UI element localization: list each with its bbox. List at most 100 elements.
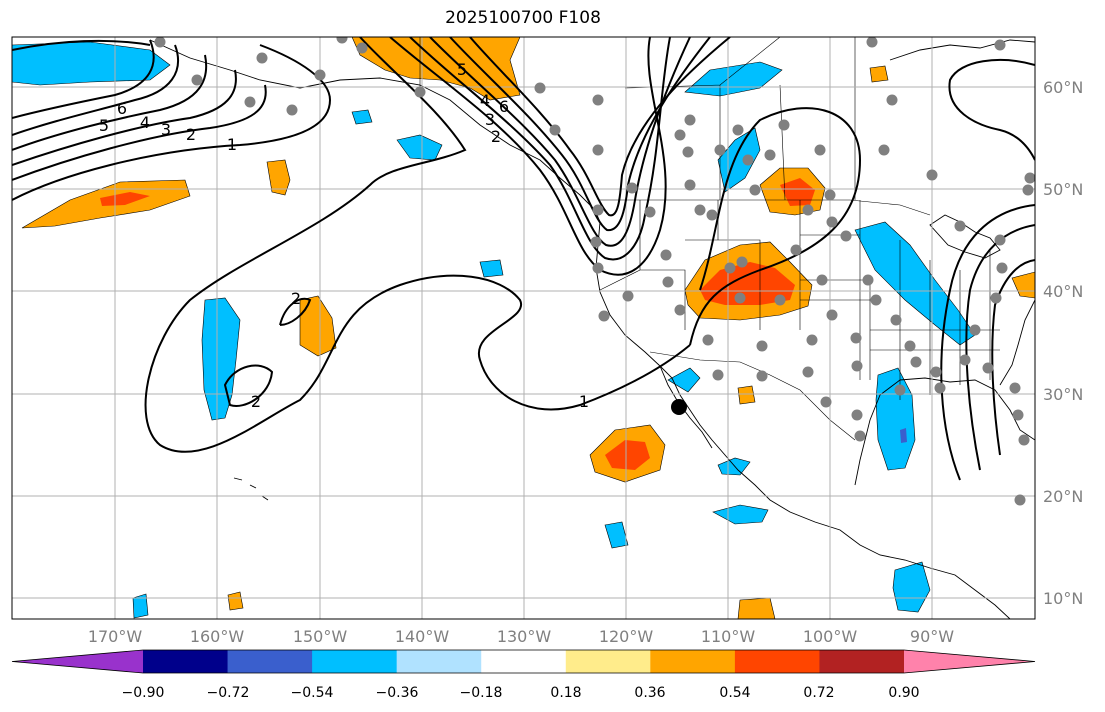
negative-anomaly-mexico xyxy=(712,504,769,525)
contour-label-3-west: 3 xyxy=(161,120,171,139)
station-dot xyxy=(820,396,832,408)
negative-anomaly-small-f xyxy=(717,457,751,476)
longitude-axis: 170°W 160°W 150°W 140°W 130°W 120°W 110°… xyxy=(88,627,954,646)
station-dot xyxy=(736,256,748,268)
contour-5-west xyxy=(12,44,180,136)
negative-anomaly-small-b xyxy=(479,259,504,278)
colorbar-tick-label: −0.18 xyxy=(460,685,503,701)
station-dot xyxy=(590,236,602,248)
colorbar-tick-label: −0.90 xyxy=(122,685,165,701)
lon-label-120w: 120°W xyxy=(599,627,654,646)
station-dot xyxy=(969,324,981,336)
map-frame xyxy=(11,36,1036,620)
contour-top-arc xyxy=(12,39,151,51)
station-dot xyxy=(702,334,714,346)
negative-anomaly-gulf-alaska xyxy=(396,134,443,161)
colorbar-segment xyxy=(227,650,313,673)
negative-anomaly-small-d xyxy=(892,561,931,613)
lat-label-40n: 40°N xyxy=(1043,282,1083,301)
station-dot xyxy=(1009,382,1021,394)
station-dot xyxy=(878,144,890,156)
lon-label-90w: 90°W xyxy=(910,627,954,646)
station-dot xyxy=(926,169,938,181)
station-dot xyxy=(870,294,882,306)
station-dot xyxy=(802,366,814,378)
station-dot xyxy=(862,274,874,286)
colorbar-segment xyxy=(565,650,651,673)
station-dot xyxy=(910,356,922,368)
station-dot xyxy=(256,52,268,64)
hawaii-islands xyxy=(233,477,269,501)
station-dot xyxy=(982,362,994,374)
lon-label-100w: 100°W xyxy=(803,627,858,646)
station-dot xyxy=(674,304,686,316)
contour-label-1-pacific: 1 xyxy=(579,392,589,411)
station-dot xyxy=(674,129,686,141)
negative-anomaly-bering xyxy=(12,41,171,86)
colorbar-outline xyxy=(11,649,1036,674)
positive-anomaly-mid-pacific-a xyxy=(266,159,291,196)
station-dot xyxy=(154,37,166,48)
lat-label-30n: 30°N xyxy=(1043,385,1083,404)
colorbar-tick-labels: −0.90 −0.72 −0.54 −0.36 −0.18 0.18 0.36 … xyxy=(122,685,920,701)
colorbar-segment xyxy=(396,650,482,673)
station-dot xyxy=(662,276,674,288)
coastline-hudson-labrador xyxy=(889,39,1035,61)
station-dot xyxy=(244,96,256,108)
station-dot xyxy=(790,244,802,256)
station-dot xyxy=(549,124,561,136)
contour-label-5-west: 5 xyxy=(99,116,109,135)
station-dot xyxy=(806,334,818,346)
station-dot xyxy=(854,430,866,442)
station-dot xyxy=(336,37,348,44)
colorbar-tick-label: −0.54 xyxy=(291,685,334,701)
negative-anomaly-small-c xyxy=(604,521,629,549)
station-dots xyxy=(154,37,1035,506)
station-dot xyxy=(959,354,971,366)
contour-ridge-2 xyxy=(409,37,671,261)
station-dot xyxy=(826,216,838,228)
station-dot xyxy=(778,119,790,131)
contour-east-loop xyxy=(948,59,1035,161)
gridlines xyxy=(12,37,1035,619)
black-marker-dot xyxy=(671,399,687,415)
station-dot xyxy=(626,182,638,194)
negative-anomaly-baja xyxy=(667,367,701,393)
station-dot xyxy=(660,249,672,261)
contour-east-1 xyxy=(940,204,1035,481)
station-dot xyxy=(592,204,604,216)
station-dot xyxy=(996,262,1008,274)
latitude-axis: 60°N 50°N 40°N 30°N 20°N 10°N xyxy=(1043,78,1083,608)
strong-positive-northern-plains xyxy=(780,178,815,206)
station-dot xyxy=(749,184,761,196)
negative-anomaly-small-a xyxy=(351,109,373,125)
station-dot xyxy=(684,114,696,126)
coastline-west-us-mexico xyxy=(595,221,1011,619)
strong-positive-north-pacific xyxy=(100,192,150,206)
station-dot xyxy=(592,262,604,274)
station-dot xyxy=(592,144,604,156)
contour-ridge-3 xyxy=(429,37,691,247)
station-dot xyxy=(742,154,754,166)
colorbar-tick-label: 0.18 xyxy=(550,685,581,701)
lat-label-10n: 10°N xyxy=(1043,589,1083,608)
station-dot xyxy=(534,82,546,94)
positive-anomaly-mid-pacific-b xyxy=(299,295,337,357)
contour-6-west xyxy=(12,39,155,119)
station-dot xyxy=(734,292,746,304)
station-dot xyxy=(934,382,946,394)
contour-ridge-5 xyxy=(469,37,731,217)
contour-label-group: 6 5 4 3 2 1 2 2 1 6 5 4 3 2 xyxy=(99,60,589,411)
colorbar-segment xyxy=(819,650,905,673)
coastline-east xyxy=(999,299,1035,386)
contour-1-large-loop xyxy=(144,37,691,453)
station-dot xyxy=(356,42,368,54)
colorbar-segment xyxy=(650,650,736,673)
contour-label-2-west: 2 xyxy=(186,125,196,144)
lon-label-130w: 130°W xyxy=(497,627,552,646)
strong-positive-east-pacific xyxy=(605,440,650,470)
station-dot xyxy=(714,144,726,156)
contour-east-3 xyxy=(991,259,1035,456)
station-dot xyxy=(774,294,786,306)
colorbar-segment xyxy=(143,650,229,673)
